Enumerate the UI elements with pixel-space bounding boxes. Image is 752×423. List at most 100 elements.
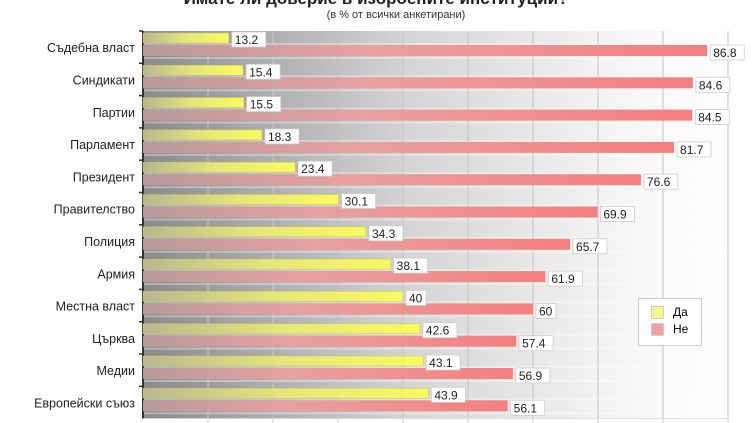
row-stripe	[143, 269, 728, 272]
data-label-box	[535, 302, 557, 319]
category-label: Парламент	[70, 138, 135, 152]
data-label-box	[643, 173, 679, 190]
row-stripe	[143, 107, 728, 110]
category-label: Синдикати	[73, 73, 135, 87]
data-label-yes: 43.1	[429, 356, 453, 370]
row-stripe	[143, 57, 728, 59]
data-label-box	[518, 335, 554, 352]
data-label-box	[695, 76, 731, 93]
bar-yes	[142, 32, 230, 44]
data-label-no: 84.5	[698, 111, 722, 125]
data-label-yes: 42.6	[426, 324, 450, 338]
row-stripe	[143, 315, 728, 318]
data-label-no: 76.6	[647, 175, 671, 189]
bar-no	[143, 271, 546, 283]
bar-no	[143, 174, 641, 186]
data-label-box	[510, 399, 546, 416]
category-label: Армия	[97, 267, 135, 281]
data-label-box	[676, 141, 712, 158]
data-label-box	[599, 206, 635, 222]
row-stripe	[143, 412, 728, 415]
data-label-box	[297, 160, 333, 177]
row-stripe	[143, 218, 728, 221]
row-stripe	[143, 250, 728, 253]
data-label-no: 86.8	[713, 46, 737, 60]
row-stripe	[143, 283, 728, 286]
bar-no	[143, 238, 571, 250]
data-label-no: 69.9	[603, 208, 627, 222]
category-label: Местна власт	[56, 300, 136, 314]
bar-no	[143, 77, 693, 89]
legend-item-no: Не	[651, 321, 701, 337]
category-label: Съдебна власт	[47, 41, 135, 55]
row-stripe	[143, 236, 728, 239]
bar-no	[143, 45, 708, 56]
category-label: Църква	[92, 332, 135, 346]
data-label-no: 56.9	[519, 369, 543, 383]
bar-yes	[142, 65, 244, 76]
data-label-yes: 30.1	[345, 195, 369, 209]
legend-label: Да	[673, 305, 688, 319]
category-label: Полиция	[84, 235, 135, 249]
data-label-box	[245, 63, 281, 80]
data-label-yes: 34.3	[372, 227, 396, 241]
row-stripe	[143, 347, 728, 350]
data-label-no: 65.7	[576, 240, 600, 254]
plot-area	[143, 31, 728, 419]
bar-yes	[142, 129, 263, 141]
legend: Да Не	[638, 298, 702, 346]
chart-subtitle: (в % от всички анкетирани)	[326, 9, 466, 21]
data-label-yes: 15.4	[249, 65, 273, 79]
row-stripe	[143, 153, 728, 156]
bar-no	[143, 400, 508, 412]
data-label-no: 60	[539, 304, 553, 318]
legend-label: Не	[673, 322, 689, 336]
bar-no	[143, 335, 517, 347]
data-label-yes: 18.3	[268, 130, 292, 144]
data-label-no: 61.9	[551, 272, 575, 286]
data-label-box	[264, 128, 300, 145]
bar-yes	[142, 388, 429, 399]
data-label-yes: 23.4	[301, 162, 325, 176]
data-label-box	[405, 289, 427, 306]
data-label-box	[231, 31, 267, 48]
data-label-box	[709, 44, 745, 61]
row-stripe	[143, 204, 728, 207]
legend-item-yes: Да	[651, 304, 701, 320]
data-label-box	[341, 193, 377, 209]
data-label-yes: 43.9	[434, 388, 458, 402]
data-label-no: 84.6	[699, 78, 723, 92]
category-label: Европейски съюз	[34, 396, 135, 410]
category-label: Медии	[97, 364, 136, 378]
row-stripe	[143, 139, 728, 142]
row-stripe	[143, 380, 728, 382]
row-stripe	[143, 43, 728, 45]
bar-yes	[142, 226, 367, 238]
bar-no	[143, 109, 693, 121]
category-label: Партии	[93, 106, 135, 120]
bar-yes	[142, 258, 391, 270]
data-label-box	[430, 386, 466, 403]
data-label-box	[246, 96, 282, 112]
data-label-box	[422, 322, 458, 339]
data-label-box	[393, 257, 429, 274]
data-label-box	[515, 367, 551, 384]
row-stripe	[143, 75, 728, 78]
legend-swatch-yes	[651, 305, 664, 319]
data-label-box	[368, 225, 404, 242]
bar-yes	[142, 97, 244, 108]
row-stripe	[143, 172, 728, 175]
bar-yes	[142, 161, 296, 173]
bar-no	[143, 303, 533, 315]
category-label: Президент	[73, 170, 135, 184]
legend-swatch-no	[651, 322, 664, 336]
row-stripe	[143, 89, 728, 92]
row-stripe	[143, 186, 728, 189]
bar-yes	[142, 355, 424, 367]
data-label-yes: 38.1	[397, 259, 421, 273]
data-label-no: 57.4	[522, 337, 546, 351]
bar-no	[143, 141, 675, 153]
data-label-yes: 13.2	[235, 33, 259, 47]
row-stripe	[143, 121, 728, 124]
